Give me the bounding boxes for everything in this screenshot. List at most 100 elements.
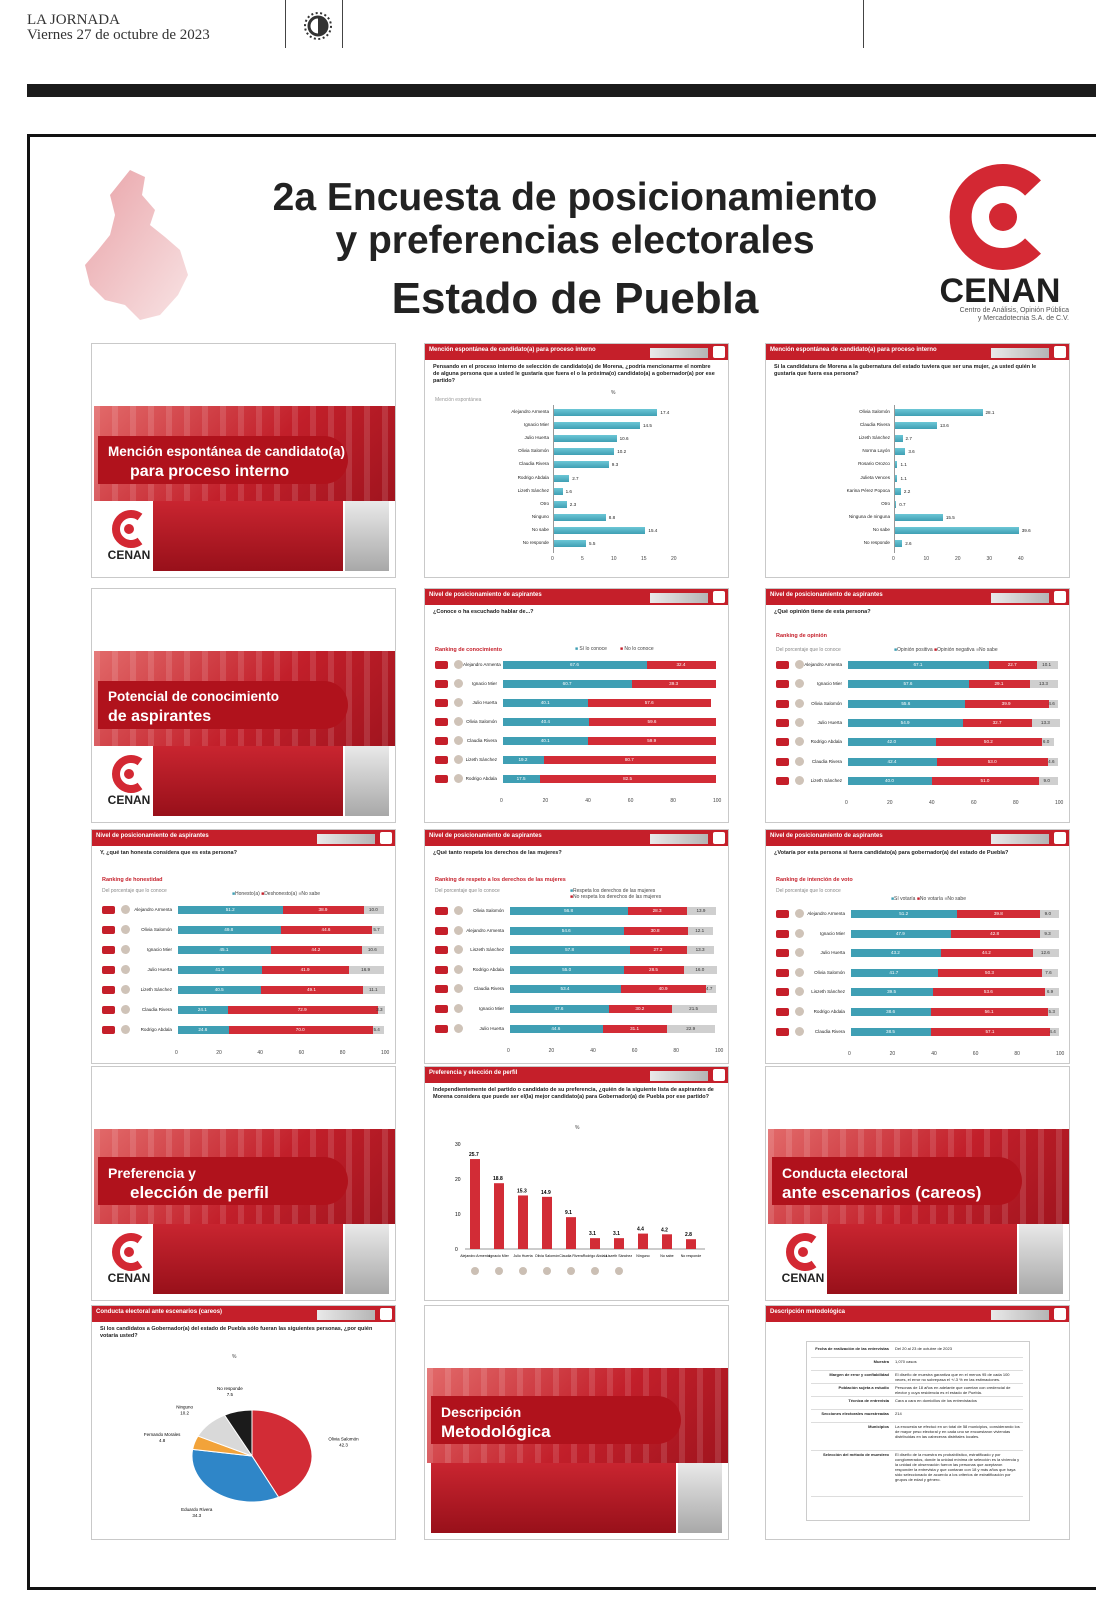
category-label: Rodrigo Abdala (583, 1254, 608, 1258)
bar-value: 1.1 (900, 462, 907, 468)
stacked-bar-segment (988, 661, 1037, 669)
segment-value: 4.7 (706, 986, 713, 992)
slice-label: Eduardo Rivera (181, 1507, 213, 1512)
candidate-name: Julio Huerta (479, 1025, 504, 1031)
cenan-wordmark: CENAN (939, 272, 1061, 310)
candidate-photo (519, 1267, 527, 1275)
candidate-name: Rodrigo Abdala (140, 1027, 172, 1032)
stacked-bar-segment (588, 737, 716, 745)
candidate-name: Rodrigo Abdala (810, 739, 842, 745)
candidate-photo (121, 925, 130, 934)
segment-value: 40.0 (885, 777, 894, 783)
methodology-row: Técnica de entrevista Cara a cara en domi… (811, 1398, 1023, 1410)
video-icon (435, 661, 448, 669)
y-tick-label: 0 (455, 1247, 458, 1253)
bar-label: Rodrigo Abdala (517, 474, 549, 480)
svg-text:CENAN: CENAN (108, 548, 151, 562)
slice-value: 42.3 (339, 1443, 348, 1448)
video-icon (102, 986, 115, 994)
slide-mencion-espontanea: Mención espontánea de candidato(a) para … (424, 343, 729, 578)
y-tick-label: 30 (455, 1142, 461, 1148)
chart-preferencia: 0 10 20 30 25.7 Alejandro Armenta 18.8 Ignacio … (455, 1142, 705, 1275)
y-tick-label: 20 (455, 1177, 461, 1183)
slide-question: Si la candidatura de Morena a la guberna… (774, 364, 1037, 377)
stacked-bar-segment (1039, 776, 1058, 785)
x-tick-label: 100 (1056, 1051, 1065, 1058)
category-label: Ninguno (636, 1254, 649, 1258)
video-icon (776, 968, 789, 977)
segment-value: 53.0 (987, 758, 997, 764)
x-tick-label: 0 (175, 1050, 178, 1056)
candidate-photo (795, 1026, 804, 1036)
segment-value: 60.7 (562, 681, 572, 686)
bar-label: Rosario Orozco (858, 461, 890, 467)
stacked-bar-segment (936, 738, 1042, 747)
video-icon (435, 718, 448, 726)
bar-value: 18.8 (493, 1176, 503, 1182)
bar-label: Claudia Rivera (518, 461, 549, 467)
segment-value: 39.5 (887, 989, 897, 995)
slide-opinion: Nivel de posicionamiento de aspirantes ¿… (765, 588, 1070, 823)
x-tick-label: 0 (551, 556, 554, 563)
candidate-photo (121, 1025, 130, 1034)
legend-2: ■ No lo conoce (620, 646, 654, 652)
section-slide-preferencia: Preferencia y elección de perfil CENAN (91, 1066, 396, 1301)
candidate-name: Alejandro Armenta (466, 927, 504, 933)
stacked-bar-segment (1032, 949, 1059, 958)
cenan-logo-small: CENAN (782, 1233, 824, 1285)
slide-header: Nivel de posicionamiento de aspirantes (766, 589, 1069, 605)
bar-label: Julio Huerta (524, 435, 549, 441)
slide-mencion-mujer: Mención espontánea de candidato(a) para … (765, 343, 1070, 578)
methodology-row: Muestra 1,070 casos (811, 1359, 1023, 1371)
segment-value: 38.9 (318, 907, 328, 912)
legend-1: ■ Sí lo conoce (575, 646, 607, 652)
bar (553, 500, 567, 508)
methodology-row: Selección del método de muestreo El diseñ… (811, 1452, 1023, 1497)
bar (614, 1238, 624, 1249)
section-banner: Conducta electoral ante escenarios (careo… (768, 1129, 1069, 1224)
methodology-value: El diseño de muestra garantiza que en el… (895, 1372, 1010, 1382)
segment-value: 4.6 (1048, 700, 1055, 706)
video-icon (435, 965, 448, 974)
segment-value: 11.1 (369, 987, 378, 992)
segment-value: 41.7 (889, 969, 899, 975)
bar (553, 487, 563, 495)
segment-value: 72.9 (297, 1007, 307, 1012)
candidate-photo (121, 985, 130, 994)
segment-value: 82.5 (623, 776, 633, 781)
candidate-photo (591, 1267, 599, 1275)
survey-title: 2a Encuesta de posicionamiento y prefere… (220, 176, 930, 324)
x-tick-label: 80 (339, 1050, 346, 1056)
video-icon (776, 680, 789, 689)
stacked-bar-segment (851, 1027, 932, 1036)
segment-value: 67.6 (569, 662, 579, 667)
bar (686, 1239, 696, 1249)
segment-value: 12.1 (695, 927, 705, 933)
bar (494, 1183, 504, 1249)
segment-value: 17.5 (516, 776, 526, 781)
segment-value: 24.6 (198, 1027, 208, 1032)
stacked-bar-segment (362, 986, 386, 994)
stacked-bar-segment (510, 985, 622, 994)
cenan-c-icon (949, 164, 1041, 270)
bar (553, 526, 646, 534)
candidate-name: Alejandro Armenta (807, 911, 845, 916)
bar (553, 422, 640, 430)
segment-value: 40.4 (541, 719, 550, 724)
segment-value: 19.2 (518, 757, 528, 762)
segment-value: 70.0 (295, 1027, 305, 1032)
candidate-photo (795, 775, 804, 785)
slide-careos: Conducta electoral ante escenarios (care… (91, 1305, 396, 1540)
segment-value: 21.5 (689, 1006, 699, 1011)
x-tick-label: 60 (298, 1050, 305, 1056)
stacked-bar-segment (228, 1026, 373, 1034)
candidate-name: Ignacio Mier (146, 947, 172, 952)
segment-value: 39.8 (993, 911, 1003, 916)
stacked-bar-segment (851, 910, 958, 918)
bar-value: 25.7 (469, 1152, 479, 1158)
slide-honestidad: Nivel de posicionamiento de aspirantes Y… (91, 829, 396, 1064)
candidate-name: Julio Huerta (817, 719, 842, 725)
methodology-value: Cara a cara en domicilios de los entrevi… (895, 1398, 977, 1403)
video-icon (435, 737, 448, 745)
x-tick-label: 40 (1018, 556, 1024, 563)
